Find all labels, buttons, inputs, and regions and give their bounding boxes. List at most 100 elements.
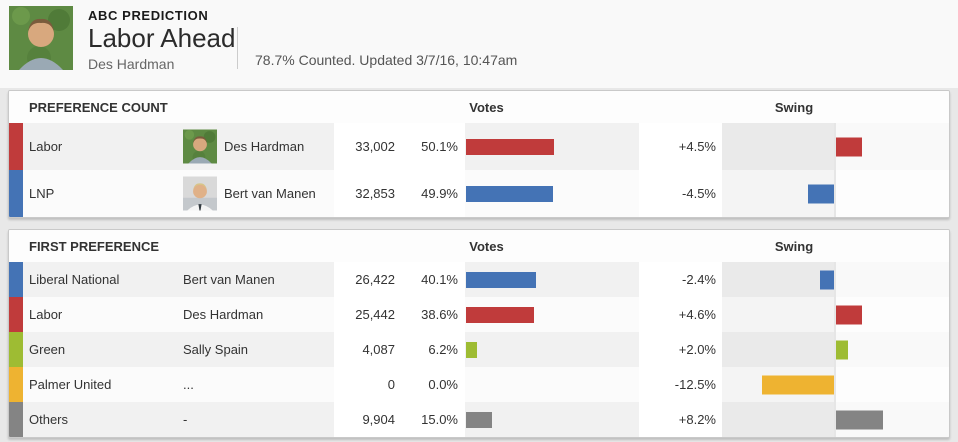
swing-negative-zone (722, 262, 834, 297)
votes-column-header: Votes (469, 99, 504, 115)
result-row: Labor Des Hardman 33,002 50.1% +4.5% (9, 123, 949, 170)
votes-count: 0 (334, 367, 401, 402)
result-row: Others - 9,904 15.0% +8.2% (9, 402, 949, 437)
swing-percent: +4.6% (639, 297, 722, 332)
swing-percent: +4.5% (639, 123, 722, 170)
swing-zero-axis (834, 123, 836, 170)
party-color-strip (9, 332, 23, 367)
prediction-kicker: ABC PREDICTION (88, 8, 209, 23)
result-row: LNP Bert van Manen 32,853 49.9% -4.5% (9, 170, 949, 217)
page-header: ABC PREDICTION Labor Ahead Des Hardman 7… (0, 0, 958, 88)
swing-bar (808, 184, 834, 203)
candidate-name: Sally Spain (183, 342, 249, 357)
first-preference-rows: Liberal National Bert van Manen 26,422 40.1… (9, 262, 949, 437)
swing-negative-zone (722, 123, 834, 170)
votes-bar (466, 138, 554, 155)
swing-bar-chart (722, 402, 949, 437)
result-row: Liberal National Bert van Manen 26,422 40.1… (9, 262, 949, 297)
preference-count-panel: PREFERENCE COUNT Votes Swing Labor Des H… (8, 90, 950, 218)
votes-percent: 0.0% (401, 367, 465, 402)
swing-bar-chart (722, 262, 949, 297)
swing-bar-chart (722, 123, 949, 170)
candidate-photo (183, 170, 217, 217)
votes-percent: 6.2% (401, 332, 465, 367)
first-preference-panel: FIRST PREFERENCE Votes Swing Liberal Nat… (8, 229, 950, 438)
party-color-strip (9, 367, 23, 402)
votes-count: 32,853 (334, 170, 401, 217)
prediction-candidate-photo (9, 6, 73, 70)
party-name: LNP (23, 170, 183, 217)
votes-bar-chart (465, 262, 639, 297)
panel-title: FIRST PREFERENCE (29, 238, 160, 254)
candidate-cell: Des Hardman (183, 297, 334, 332)
swing-zero-axis (834, 367, 836, 402)
candidate-cell: ... (183, 367, 334, 402)
swing-negative-zone (722, 297, 834, 332)
votes-percent: 15.0% (401, 402, 465, 437)
header-text-block: ABC PREDICTION Labor Ahead Des Hardman (88, 8, 235, 72)
results-panels: PREFERENCE COUNT Votes Swing Labor Des H… (0, 88, 958, 438)
preference-count-header: PREFERENCE COUNT Votes Swing (9, 91, 949, 123)
candidate-photo (183, 123, 217, 170)
header-divider (237, 27, 238, 69)
prediction-candidate-name: Des Hardman (88, 55, 175, 72)
party-name: Palmer United (23, 367, 183, 402)
swing-positive-zone (836, 332, 949, 367)
candidate-cell: Des Hardman (183, 123, 334, 170)
result-row: Palmer United... 0 0.0% -12.5% (9, 367, 949, 402)
swing-bar-chart (722, 297, 949, 332)
votes-bar (466, 271, 537, 288)
swing-positive-zone (836, 170, 949, 217)
votes-percent: 49.9% (401, 170, 465, 217)
swing-positive-zone (836, 367, 949, 402)
votes-percent: 38.6% (401, 297, 465, 332)
candidate-name: Des Hardman (183, 307, 264, 322)
votes-bar-chart (465, 332, 639, 367)
party-color-strip (9, 123, 23, 170)
candidate-name: ... (183, 377, 194, 392)
count-status-text: 78.7% Counted. Updated 3/7/16, 10:47am (255, 52, 518, 68)
preference-count-rows: Labor Des Hardman 33,002 50.1% +4.5% LNP Ber… (9, 123, 949, 217)
votes-bar-chart (465, 402, 639, 437)
swing-bar (820, 270, 834, 289)
votes-bar (466, 185, 554, 202)
swing-bar (762, 375, 834, 394)
swing-zero-axis (834, 170, 836, 217)
swing-zero-axis (834, 262, 836, 297)
candidate-cell: Bert van Manen (183, 262, 334, 297)
swing-percent: +8.2% (639, 402, 722, 437)
votes-bar-chart (465, 297, 639, 332)
swing-percent: -12.5% (639, 367, 722, 402)
votes-bar (466, 411, 493, 428)
candidate-name: Des Hardman (224, 139, 305, 154)
votes-bar (466, 306, 534, 323)
swing-positive-zone (836, 262, 949, 297)
swing-bar-chart (722, 367, 949, 402)
swing-bar (836, 305, 863, 324)
votes-percent: 40.1% (401, 262, 465, 297)
first-preference-header: FIRST PREFERENCE Votes Swing (9, 230, 949, 262)
party-color-strip (9, 402, 23, 437)
votes-count: 25,442 (334, 297, 401, 332)
party-name: Others (23, 402, 183, 437)
candidate-cell: Sally Spain (183, 332, 334, 367)
swing-zero-axis (834, 332, 836, 367)
party-color-strip (9, 170, 23, 217)
party-name: Labor (23, 297, 183, 332)
swing-percent: -2.4% (639, 262, 722, 297)
party-color-strip (9, 297, 23, 332)
swing-bar (836, 137, 862, 156)
party-name: Green (23, 332, 183, 367)
prediction-title: Labor Ahead (88, 23, 236, 53)
party-name: Liberal National (23, 262, 183, 297)
swing-negative-zone (722, 332, 834, 367)
swing-bar-chart (722, 170, 949, 217)
panel-title: PREFERENCE COUNT (29, 99, 168, 115)
swing-negative-zone (722, 402, 834, 437)
votes-bar-chart (465, 367, 639, 402)
votes-count: 9,904 (334, 402, 401, 437)
swing-bar (836, 410, 884, 429)
votes-percent: 50.1% (401, 123, 465, 170)
party-name: Labor (23, 123, 183, 170)
votes-count: 4,087 (334, 332, 401, 367)
